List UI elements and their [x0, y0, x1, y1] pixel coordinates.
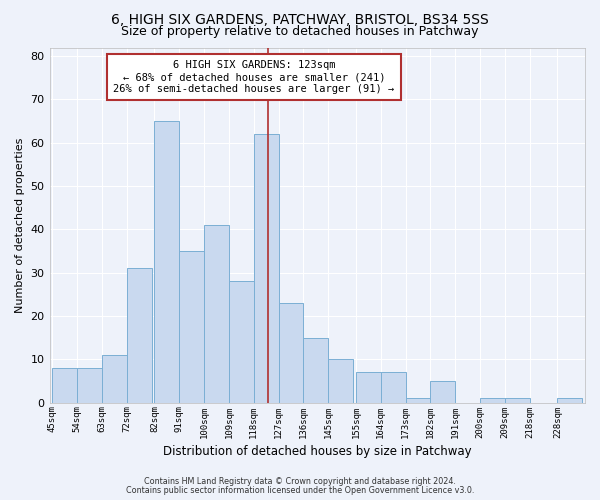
Bar	[430, 381, 455, 402]
Bar	[406, 398, 430, 402]
X-axis label: Distribution of detached houses by size in Patchway: Distribution of detached houses by size …	[163, 444, 472, 458]
Text: 6 HIGH SIX GARDENS: 123sqm
← 68% of detached houses are smaller (241)
26% of sem: 6 HIGH SIX GARDENS: 123sqm ← 68% of deta…	[113, 60, 394, 94]
Bar	[204, 225, 229, 402]
Bar	[179, 251, 204, 402]
Text: Contains public sector information licensed under the Open Government Licence v3: Contains public sector information licen…	[126, 486, 474, 495]
Bar	[127, 268, 152, 402]
Bar	[557, 398, 582, 402]
Bar	[381, 372, 406, 402]
Y-axis label: Number of detached properties: Number of detached properties	[15, 138, 25, 312]
Text: Size of property relative to detached houses in Patchway: Size of property relative to detached ho…	[121, 25, 479, 38]
Bar	[328, 359, 353, 403]
Bar	[278, 303, 304, 402]
Bar	[254, 134, 278, 402]
Bar	[356, 372, 381, 402]
Bar	[480, 398, 505, 402]
Bar	[304, 338, 328, 402]
Text: Contains HM Land Registry data © Crown copyright and database right 2024.: Contains HM Land Registry data © Crown c…	[144, 477, 456, 486]
Bar	[77, 368, 102, 402]
Bar	[102, 355, 127, 403]
Bar	[229, 282, 254, 403]
Text: 6, HIGH SIX GARDENS, PATCHWAY, BRISTOL, BS34 5SS: 6, HIGH SIX GARDENS, PATCHWAY, BRISTOL, …	[111, 12, 489, 26]
Bar	[154, 121, 179, 402]
Bar	[52, 368, 77, 402]
Bar	[505, 398, 530, 402]
